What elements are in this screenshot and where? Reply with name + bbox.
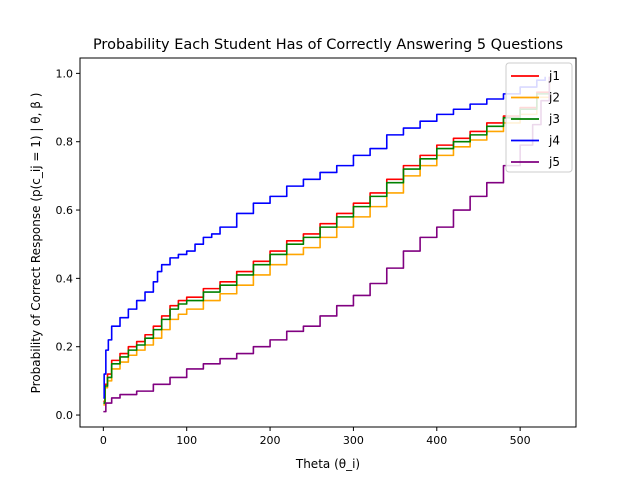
- legend: j1 j2 j3 j4 j5: [505, 62, 573, 173]
- y-axis-label: Probability of Correct Response (p(c_ij …: [29, 93, 43, 394]
- series-layer: [103, 76, 551, 413]
- x-tick-label: 300: [343, 434, 364, 447]
- y-axis-ticks: 0.0 0.2 0.4 0.6 0.8 1.0: [56, 67, 80, 422]
- series-line-j3: [103, 78, 551, 404]
- y-tick-label: 0.8: [56, 136, 74, 149]
- y-tick-label: 1.0: [56, 67, 74, 80]
- legend-label-j3: j3: [548, 112, 560, 126]
- x-tick-label: 200: [260, 434, 281, 447]
- legend-label-j1: j1: [548, 69, 560, 83]
- x-tick-label: 100: [176, 434, 197, 447]
- x-tick-label: 400: [426, 434, 447, 447]
- series-line-j5: [103, 76, 551, 413]
- legend-box: [505, 62, 573, 173]
- y-tick-label: 0.4: [56, 272, 74, 285]
- x-axis-ticks: 0 100 200 300 400 500: [100, 427, 531, 447]
- x-tick-label: 500: [510, 434, 531, 447]
- legend-label-j5: j5: [548, 155, 560, 169]
- axes-frame: [79, 57, 577, 428]
- legend-label-j2: j2: [548, 91, 560, 105]
- legend-items: j1 j2 j3 j4 j5: [511, 69, 560, 169]
- series-line-j4: [103, 76, 546, 399]
- x-axis-label: Theta (θ_i): [295, 457, 360, 471]
- y-tick-label: 0.2: [56, 341, 74, 354]
- y-tick-label: 0.0: [56, 409, 74, 422]
- y-tick-label: 0.6: [56, 204, 74, 217]
- x-tick-label: 0: [100, 434, 107, 447]
- legend-label-j4: j4: [548, 134, 560, 148]
- chart-title: Probability Each Student Has of Correctl…: [93, 37, 563, 53]
- plot-area: [79, 57, 577, 428]
- axes-background: [80, 58, 576, 427]
